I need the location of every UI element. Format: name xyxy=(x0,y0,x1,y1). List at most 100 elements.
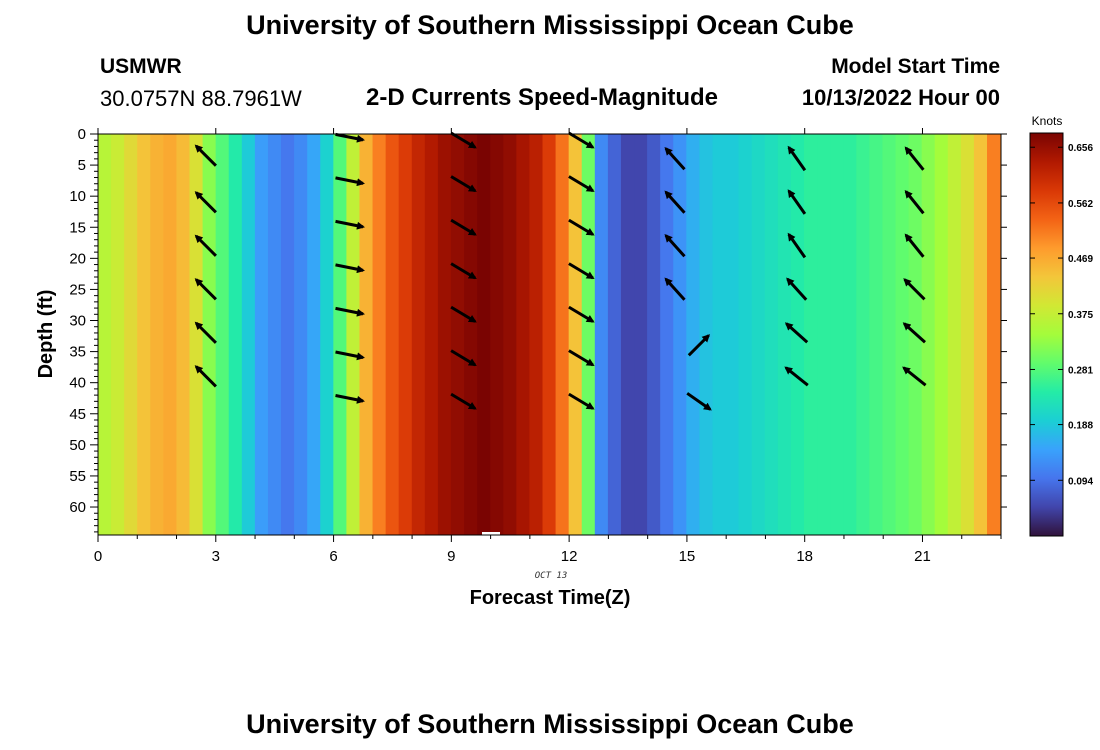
date-label: OCT 13 xyxy=(535,571,568,581)
x-axis: 0 3 6 9 12 15 18 21 xyxy=(94,128,1002,565)
current-vector-arrow xyxy=(784,366,809,387)
current-vector-arrow xyxy=(194,365,217,388)
current-vector-arrow xyxy=(450,131,477,149)
heatmap-column xyxy=(267,134,282,535)
heatmap-column xyxy=(254,134,269,535)
colorbar-tick-label: 0.281 xyxy=(1068,365,1093,376)
current-vector-arrow xyxy=(194,278,217,301)
plot-title: 2-D Currents Speed-Magnitude xyxy=(366,84,719,111)
heatmap-column xyxy=(542,134,557,535)
heatmap-column xyxy=(176,134,191,535)
heatmap-column xyxy=(869,134,884,535)
heatmap-column xyxy=(934,134,949,535)
current-vector-arrow xyxy=(568,175,595,193)
heatmap-column xyxy=(150,134,164,535)
current-vector-arrow xyxy=(450,305,477,323)
heatmap-column xyxy=(568,134,583,535)
y-tick-label: 35 xyxy=(69,344,86,361)
current-vector-arrow xyxy=(335,263,365,274)
colorbar-tick-label: 0.656 xyxy=(1068,143,1093,154)
heatmap-column xyxy=(843,134,857,535)
y-tick-label: 40 xyxy=(69,375,86,392)
current-vector-arrow xyxy=(664,190,686,214)
x-tick-label: 3 xyxy=(212,548,220,565)
y-tick-label: 0 xyxy=(78,126,86,143)
heatmap-column xyxy=(751,134,766,535)
model-start-value: 10/13/2022 Hour 00 xyxy=(801,85,1000,110)
colorbar-ticks: 0.094 0.188 0.281 0.375 0.469 0.562 0.656 xyxy=(1030,143,1093,487)
heatmap-column xyxy=(725,134,740,535)
current-vector-arrow xyxy=(687,334,711,357)
heatmap-column xyxy=(98,134,112,535)
y-tick-label: 50 xyxy=(69,437,86,454)
current-vector-arrow xyxy=(450,392,477,410)
y-tick-label: 55 xyxy=(69,468,86,485)
heatmap-column xyxy=(634,134,648,535)
heatmap-column xyxy=(830,134,844,535)
heatmap-column xyxy=(385,134,400,535)
colorbar-title: Knots xyxy=(1032,114,1063,128)
colorbar-tick-label: 0.375 xyxy=(1068,310,1093,321)
heatmap-column xyxy=(111,134,125,535)
current-vector-arrow xyxy=(904,233,925,258)
current-vector-arrow xyxy=(194,321,217,344)
heatmap-column xyxy=(987,134,1001,535)
y-tick-label: 20 xyxy=(69,250,86,267)
missing-data-marker xyxy=(482,532,500,536)
y-axis: 0 5 10 15 20 25 30 35 40 45 50 55 60 xyxy=(69,126,1007,533)
current-vector-arrow xyxy=(568,392,595,410)
current-vector-arrow xyxy=(335,394,365,404)
heatmap-column xyxy=(372,134,387,535)
model-start-label: Model Start Time xyxy=(831,55,1000,78)
heatmap-column xyxy=(555,134,570,535)
heatmap-column xyxy=(490,134,504,535)
colorbar-tick-label: 0.562 xyxy=(1068,199,1093,210)
heatmap-column xyxy=(189,134,204,535)
current-vector-arrow xyxy=(787,189,807,215)
heatmap-column xyxy=(241,134,256,535)
current-vector-arrow xyxy=(450,262,477,280)
heatmap-column xyxy=(738,134,753,535)
heatmap-column xyxy=(947,134,962,535)
current-vectors xyxy=(194,131,927,411)
x-tick-label: 18 xyxy=(796,548,813,565)
heatmap-column xyxy=(163,134,178,535)
heatmap-column xyxy=(516,134,531,535)
current-vector-arrow xyxy=(335,219,365,230)
current-vector-arrow xyxy=(568,262,595,280)
y-tick-label: 60 xyxy=(69,499,86,516)
current-vector-arrow xyxy=(568,305,595,323)
heatmap-column xyxy=(607,134,622,535)
colorbar xyxy=(1029,132,1064,537)
heatmap-column xyxy=(882,134,897,535)
heatmap-column xyxy=(594,134,609,535)
heatmap-column xyxy=(960,134,975,535)
x-tick-label: 12 xyxy=(561,548,578,565)
current-vector-arrow xyxy=(194,191,217,214)
x-tick-label: 0 xyxy=(94,548,102,565)
current-vector-arrow xyxy=(568,218,595,236)
heatmap-column xyxy=(124,134,138,535)
heatmap-column xyxy=(529,134,544,535)
plot-frame xyxy=(97,133,1002,536)
page-title: University of Southern Mississippi Ocean… xyxy=(246,10,854,40)
y-tick-label: 45 xyxy=(69,406,86,423)
current-vector-arrow xyxy=(568,131,595,149)
x-tick-label: 21 xyxy=(914,548,931,565)
y-tick-label: 15 xyxy=(69,219,86,236)
current-vector-arrow xyxy=(902,322,927,344)
current-vector-arrow xyxy=(787,232,807,259)
heatmap-column xyxy=(228,134,243,535)
heatmap-column xyxy=(215,134,230,535)
x-tick-label: 9 xyxy=(447,548,455,565)
y-tick-label: 30 xyxy=(69,313,86,330)
heatmap-column xyxy=(137,134,151,535)
current-vector-arrow xyxy=(335,306,365,317)
current-vector-arrow xyxy=(194,234,217,257)
current-vector-arrow xyxy=(450,349,477,367)
current-vector-arrow xyxy=(686,392,712,411)
heatmap-column xyxy=(647,134,661,535)
heatmap-column xyxy=(673,134,687,535)
heatmap-column xyxy=(359,134,374,535)
heatmap-column xyxy=(921,134,936,535)
